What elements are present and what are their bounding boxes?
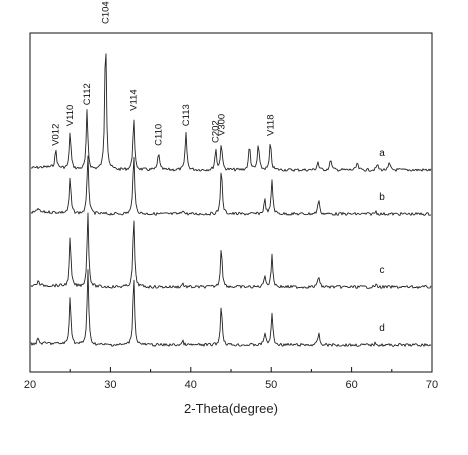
series-line-b xyxy=(30,155,432,216)
x-tick-label-30: 30 xyxy=(104,379,116,391)
x-tick-label-50: 50 xyxy=(265,379,277,391)
series-labels: a b c d xyxy=(379,148,385,334)
peak-label-v118: V118 xyxy=(265,115,276,136)
series-line-a xyxy=(30,53,432,172)
peak-label-v300: V300 xyxy=(216,114,227,136)
x-tick-label-20: 20 xyxy=(24,379,36,391)
peak-label-v012: V012 xyxy=(51,124,62,146)
series-label-c: c xyxy=(380,265,385,276)
peak-label-c104: C104 xyxy=(101,1,112,24)
x-axis-ticks: 20 30 40 50 60 70 xyxy=(24,367,438,391)
peak-label-v110: V110 xyxy=(65,105,76,126)
series-label-a: a xyxy=(379,148,385,159)
series-line-c xyxy=(30,212,432,289)
x-axis-title: 2-Theta(degree) xyxy=(184,401,278,416)
x-tick-label-70: 70 xyxy=(426,379,438,391)
peak-label-c113: C113 xyxy=(181,104,192,126)
peak-label-c110: C110 xyxy=(154,124,165,146)
peak-label-c202: C202 xyxy=(211,120,222,143)
peak-label-v114: V114 xyxy=(129,89,140,110)
x-tick-label-40: 40 xyxy=(185,379,197,391)
series-label-d: d xyxy=(379,323,385,334)
series-line-d xyxy=(30,269,432,347)
peak-label-c112: C112 xyxy=(82,83,93,105)
series-traces xyxy=(30,53,432,347)
series-label-b: b xyxy=(379,192,385,203)
x-tick-label-60: 60 xyxy=(345,379,357,391)
